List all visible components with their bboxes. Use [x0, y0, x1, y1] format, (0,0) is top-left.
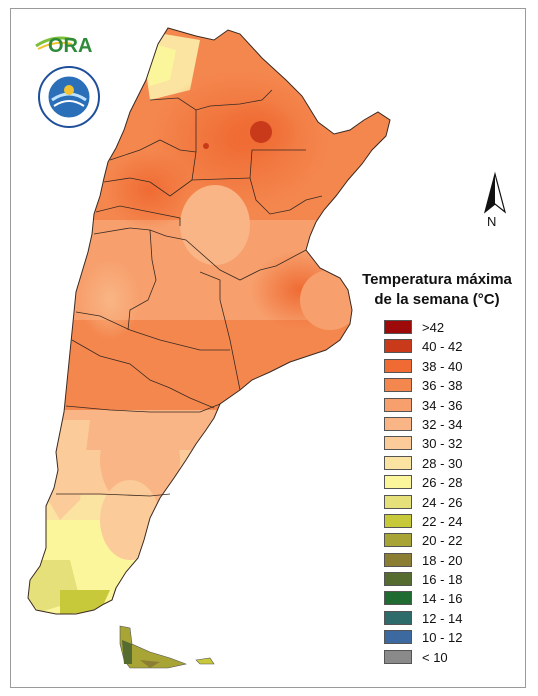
- legend-label: 12 - 14: [422, 610, 463, 626]
- legend-swatch: [384, 397, 412, 412]
- legend-label: 38 - 40: [422, 358, 463, 374]
- legend-label: 24 - 26: [422, 494, 463, 510]
- legend-swatch: [384, 416, 412, 431]
- legend-label: 20 - 22: [422, 533, 463, 549]
- legend-label: 40 - 42: [422, 339, 463, 355]
- legend-swatch: [384, 436, 412, 451]
- legend-label: < 10: [422, 649, 448, 665]
- north-arrow-label: N: [487, 214, 497, 229]
- province-borders: [27, 27, 391, 615]
- legend-label: 28 - 30: [422, 455, 463, 471]
- legend-swatch: [384, 494, 412, 509]
- ora-logo-text: ORA: [48, 35, 92, 57]
- legend-swatch: [384, 630, 412, 645]
- legend-label: 36 - 38: [422, 378, 463, 394]
- legend-swatch: [384, 455, 412, 470]
- legend-label: 10 - 12: [422, 630, 463, 646]
- legend-swatch: [384, 320, 412, 334]
- legend-swatch: [384, 552, 412, 567]
- north-arrow-icon: [483, 171, 507, 214]
- legend-swatch: [384, 591, 412, 606]
- legend-swatch: [384, 378, 412, 393]
- tierra-del-fuego: [119, 625, 215, 669]
- legend-swatch: [384, 610, 412, 625]
- legend-swatch: [384, 533, 412, 548]
- legend-title: Temperatura máxima de la semana (°C): [348, 270, 526, 310]
- legend-label: 32 - 34: [422, 416, 463, 432]
- legend-swatch: [384, 572, 412, 587]
- legend-label: >42: [422, 320, 445, 335]
- legend-label: 34 - 36: [422, 397, 463, 413]
- smn-seal-icon: [38, 66, 100, 128]
- legend-swatch: [384, 339, 412, 354]
- legend-swatch: [384, 513, 412, 528]
- legend-label: 16 - 18: [422, 572, 463, 588]
- legend-label: 30 - 32: [422, 436, 463, 452]
- legend-label: 26 - 28: [422, 475, 463, 491]
- legend-title-line2: de la semana (°C): [374, 291, 500, 308]
- legend-label: 18 - 20: [422, 552, 463, 568]
- legend-swatch: [384, 358, 412, 373]
- legend-title-line1: Temperatura máxima: [362, 271, 512, 288]
- legend-swatch: [384, 475, 412, 490]
- legend-label: 22 - 24: [422, 513, 463, 529]
- ora-logo: ORA: [35, 35, 92, 57]
- legend-label: 14 - 16: [422, 591, 463, 607]
- legend-swatch: [384, 649, 412, 664]
